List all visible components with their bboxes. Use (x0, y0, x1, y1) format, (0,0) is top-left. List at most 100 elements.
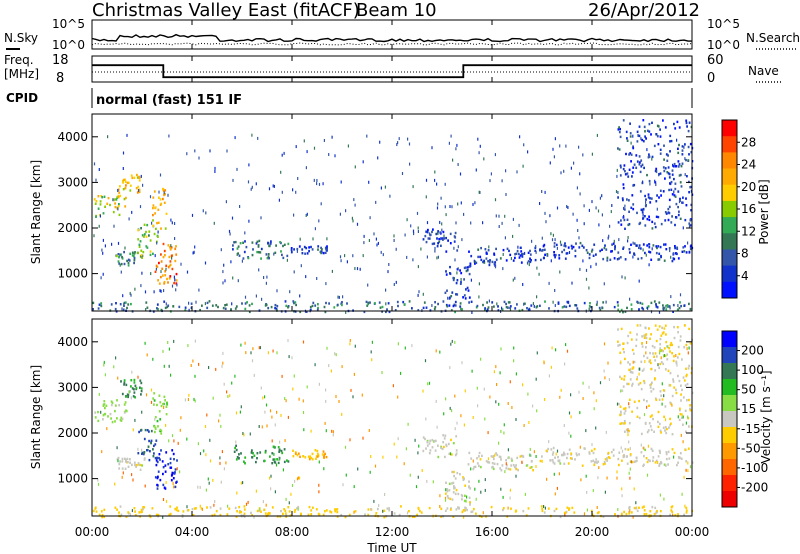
scatter-cell-11 (647, 459, 650, 462)
scatter-cell-6 (280, 250, 282, 253)
scatter-cell-4 (161, 460, 164, 463)
scatter-cell-13 (141, 510, 143, 513)
scatter-cell-5 (157, 221, 160, 224)
scatter-cell-12 (638, 125, 641, 128)
scatter-cell-8 (427, 228, 429, 232)
scatter-cell-8 (426, 444, 429, 447)
scatter-cell-2 (143, 458, 146, 461)
scatter-cell-noise (122, 151, 125, 155)
scatter-cell-noise (257, 136, 259, 140)
scatter-cell-noise (471, 369, 473, 373)
scatter-cell-1 (133, 391, 136, 394)
scatter-cell-12 (646, 430, 649, 434)
scatter-cell-10 (509, 468, 512, 471)
scatter-cell-13 (628, 510, 630, 514)
scatter-cell-11 (558, 254, 561, 257)
scatter-cell-4 (169, 461, 172, 465)
scatter-cell-0 (94, 416, 97, 419)
scatter-cell-4 (154, 476, 157, 479)
scatter-cell-13 (151, 507, 154, 510)
scatter-cell-11 (581, 244, 584, 247)
scatter-cell-6 (278, 450, 281, 453)
scatter-cell-noise (484, 488, 486, 492)
scatter-cell-1 (140, 389, 143, 393)
scatter-cell-6 (242, 241, 244, 244)
y-tick-label: 1000 (57, 472, 88, 486)
scatter-cell-12 (665, 212, 668, 215)
scatter-cell-noise (426, 479, 428, 483)
scatter-cell-13 (234, 506, 237, 510)
scatter-cell-noise (573, 161, 575, 165)
scatter-cell-noise (682, 415, 684, 419)
scatter-cell-3 (149, 250, 152, 253)
scatter-cell-noise (559, 270, 561, 274)
scatter-cell-noise (384, 493, 386, 496)
scatter-cell-9 (465, 288, 467, 291)
scatter-cell-10 (509, 253, 512, 257)
scatter-cell-noise (585, 474, 587, 478)
scatter-cell-12 (670, 139, 673, 143)
scatter-cell-12 (656, 328, 659, 331)
scatter-cell-noise (397, 141, 399, 145)
scatter-cell-noise (339, 255, 342, 259)
scatter-cell-13 (641, 302, 644, 305)
scatter-cell-10 (478, 451, 481, 455)
scatter-cell-noise (529, 453, 531, 457)
scatter-cell-12 (622, 385, 625, 388)
scatter-cell-11 (624, 258, 627, 261)
colorbar-segment (722, 281, 737, 299)
scatter-cell-12 (650, 428, 653, 432)
scatter-cell-12 (659, 362, 662, 366)
scatter-cell-11 (599, 249, 602, 253)
scatter-cell-0 (103, 412, 106, 416)
scatter-cell-noise (441, 222, 443, 226)
scatter-cell-13 (509, 305, 512, 308)
scatter-cell-12 (674, 165, 677, 168)
scatter-cell-noise (609, 224, 611, 228)
scatter-cell-13 (354, 510, 357, 513)
scatter-cell-9 (452, 304, 455, 308)
scatter-cell-noise (204, 261, 207, 265)
scatter-cell-9 (463, 278, 465, 281)
nave-label: Nave (748, 64, 779, 78)
scatter-cell-noise (306, 385, 308, 389)
scatter-cell-noise (237, 279, 239, 283)
scatter-cell-0 (103, 400, 106, 403)
colorbar-tick-label: 28 (741, 135, 756, 149)
scatter-cell-noise (236, 253, 238, 256)
scatter-cell-8 (437, 455, 440, 459)
scatter-cell-11 (635, 459, 638, 462)
scatter-cell-noise (98, 392, 100, 396)
scatter-cell-1 (121, 392, 124, 396)
scatter-cell-10 (468, 451, 471, 455)
scatter-cell-13 (190, 302, 193, 305)
scatter-cell-noise (417, 475, 419, 479)
scatter-cell-3 (156, 456, 158, 460)
scatter-cell-11 (616, 258, 619, 261)
scatter-cell-noise (502, 253, 504, 256)
scatter-cell-13 (561, 306, 564, 309)
scatter-cell-noise (601, 213, 603, 217)
scatter-cell-12 (669, 423, 672, 427)
colorbar-segment (722, 331, 737, 348)
scatter-cell-noise (298, 397, 300, 401)
scatter-cell-noise (672, 513, 674, 517)
scatter-cell-noise (565, 144, 567, 148)
scatter-cell-noise (570, 434, 572, 438)
scatter-cell-3 (140, 227, 142, 230)
scatter-cell-noise (605, 430, 607, 434)
velocity-scatter (92, 324, 694, 519)
scatter-cell-7 (299, 455, 301, 458)
scatter-cell-12 (674, 195, 677, 198)
cpid-text: normal (fast) 151 IF (96, 93, 242, 108)
scatter-cell-12 (649, 386, 652, 389)
scatter-cell-1 (123, 381, 126, 384)
scatter-cell-noise (140, 174, 142, 178)
scatter-cell-2 (123, 262, 126, 266)
scatter-cell-7 (307, 455, 310, 458)
scatter-cell-noise (305, 214, 307, 217)
scatter-cell-12 (687, 159, 690, 162)
scatter-cell-noise (510, 257, 512, 261)
scatter-cell-12 (680, 393, 682, 396)
scatter-cell-12 (649, 351, 651, 355)
